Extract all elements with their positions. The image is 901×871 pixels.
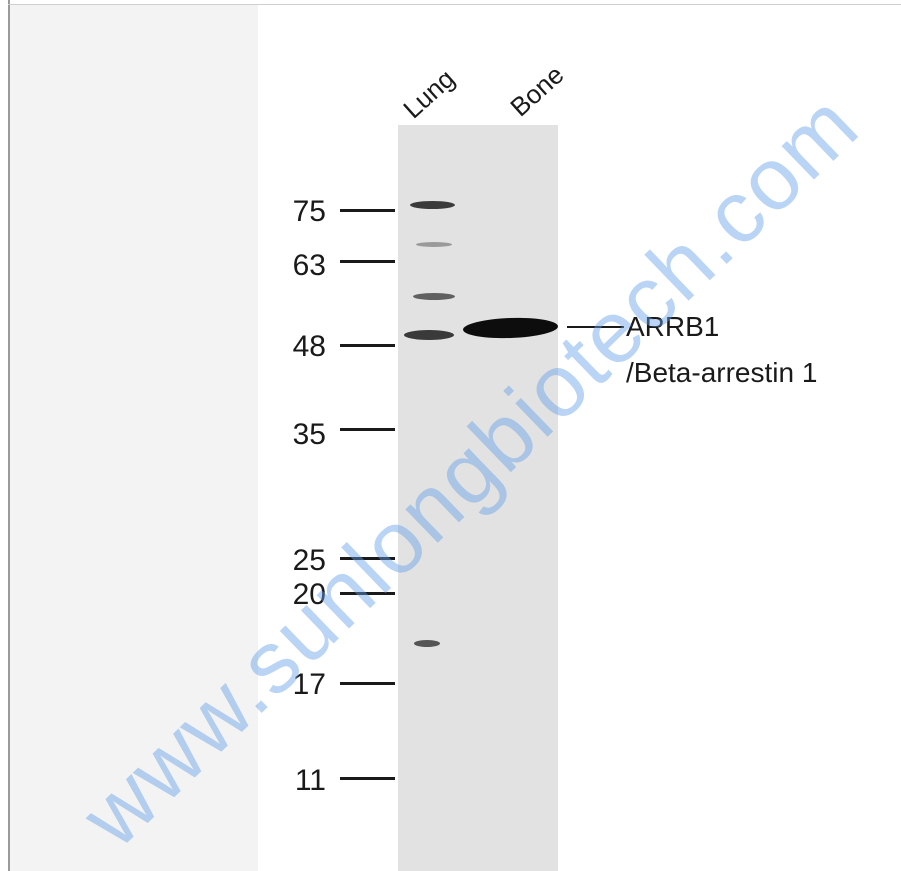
marker-label-48: 48 [292, 330, 326, 363]
lung-band-18 [414, 640, 440, 647]
lung-band-75 [410, 201, 455, 209]
target-indicator-line [567, 326, 624, 328]
figure-panel [258, 12, 901, 871]
marker-label-25: 25 [292, 544, 326, 577]
western-blot-membrane [398, 125, 558, 871]
lung-band-57 [413, 293, 455, 300]
lung-band-68 [416, 242, 452, 247]
marker-label-17: 17 [292, 668, 326, 701]
marker-tick-25 [340, 557, 395, 560]
target-label-line2: /Beta-arrestin 1 [626, 357, 818, 388]
left-blank-pane [10, 5, 258, 871]
marker-tick-48 [340, 344, 395, 347]
marker-tick-20 [340, 592, 395, 595]
marker-label-35: 35 [292, 418, 326, 451]
left-frame-border [0, 0, 10, 871]
marker-tick-63 [340, 260, 395, 263]
lung-band-48 [404, 330, 454, 340]
target-label-line1: ARRB1 [626, 311, 720, 342]
marker-tick-35 [340, 428, 395, 431]
marker-tick-75 [340, 209, 395, 212]
marker-label-20: 20 [292, 578, 326, 611]
marker-tick-11 [340, 777, 395, 780]
marker-tick-17 [340, 682, 395, 685]
marker-label-11: 11 [294, 764, 326, 797]
marker-label-63: 63 [292, 249, 326, 282]
marker-label-75: 75 [292, 195, 326, 228]
top-frame-border [8, 0, 901, 5]
